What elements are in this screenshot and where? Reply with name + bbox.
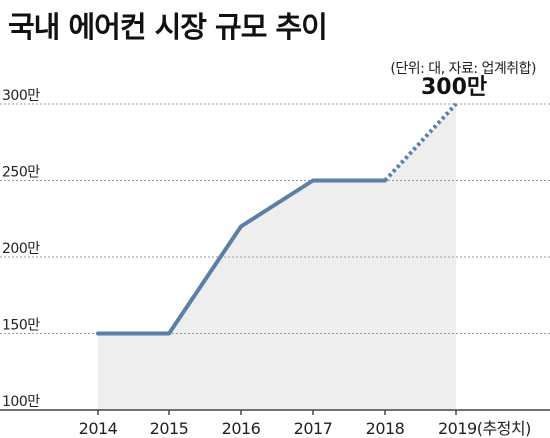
y-tick-label-150: 150만: [2, 318, 40, 334]
chart-title: 국내 에어컨 시장 규모 추이: [8, 10, 328, 44]
x-tick-label-1: 2015: [150, 419, 189, 438]
series-line-group: [96, 102, 458, 336]
x-tick-label-4: 2018: [366, 419, 405, 438]
x-tick-label-0: 2014: [79, 419, 118, 438]
x-tick-label-3: 2017: [294, 419, 333, 438]
annotations: 300만: [421, 75, 487, 100]
y-tick-label-250: 250만: [2, 165, 40, 181]
chart-subtitle: (단위: 대, 자료: 업계취합): [390, 61, 536, 77]
y-axis-ticks: 100만 150만 200만 250만 300만: [2, 88, 41, 410]
annotation-label: 300만: [421, 75, 487, 100]
series-line-projected: [383, 102, 458, 182]
y-tick-label-300: 300만: [2, 88, 40, 104]
y-tick-label-200: 200만: [2, 241, 40, 257]
x-axis: 2014 2015 2016 2017 2018 2019(추정치): [0, 409, 550, 438]
x-tick-label-5: 2019(추정치): [438, 419, 531, 438]
y-tick-label-100: 100만: [2, 394, 40, 410]
x-tick-label-2: 2016: [222, 419, 261, 438]
